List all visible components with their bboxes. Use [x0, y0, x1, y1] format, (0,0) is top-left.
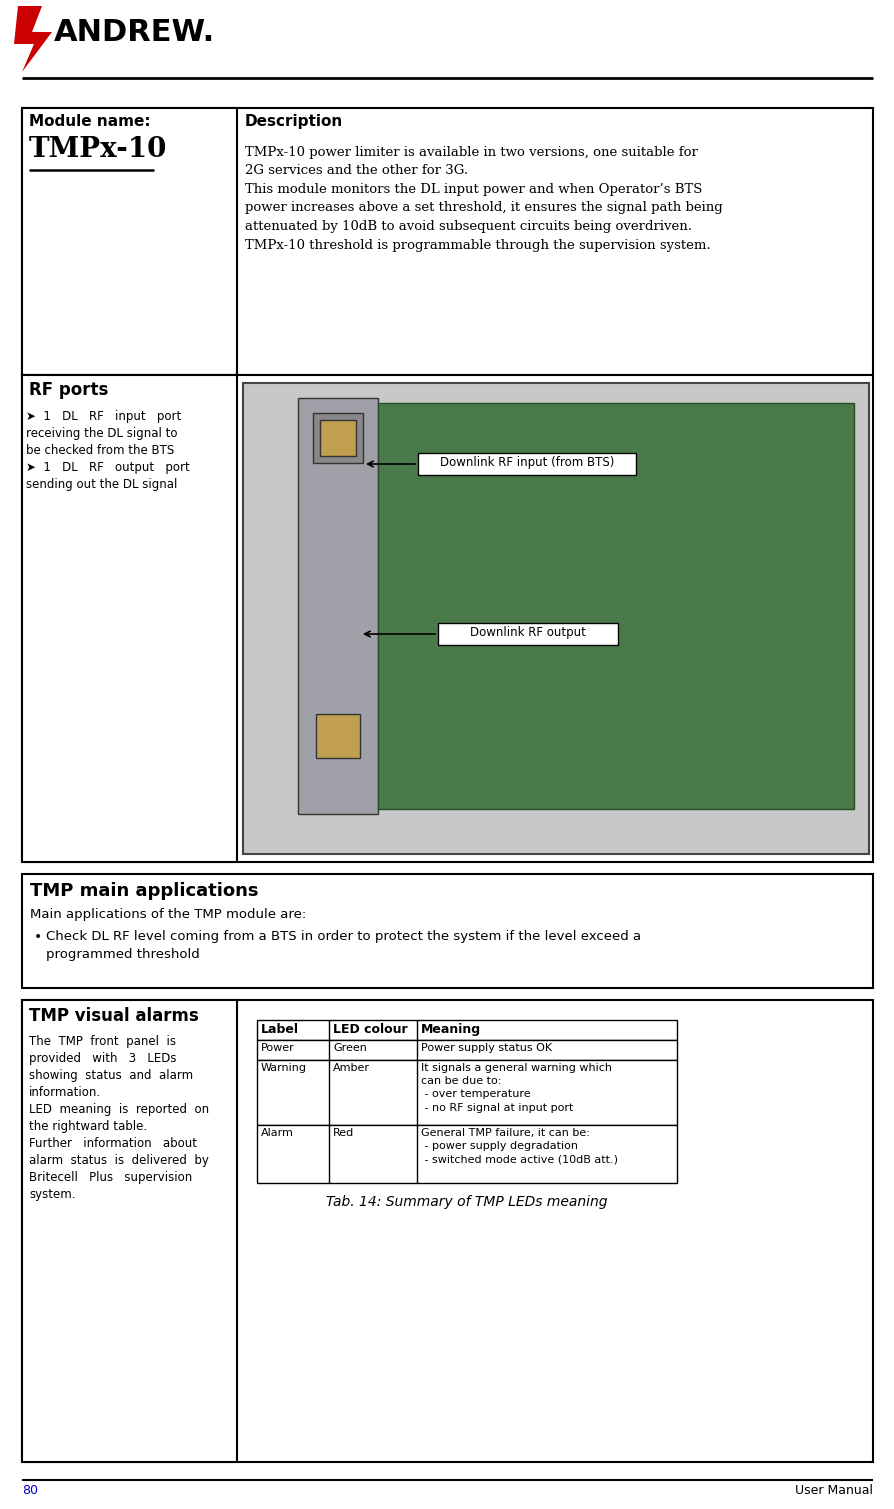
- Text: Britecell   Plus   supervision: Britecell Plus supervision: [29, 1171, 192, 1185]
- Bar: [22, 1000, 237, 1462]
- Bar: [437, 623, 618, 644]
- Text: General TMP failure, it can be:
 - power supply degradation
 - switched mode act: General TMP failure, it can be: - power …: [420, 1129, 618, 1165]
- Text: Description: Description: [245, 115, 343, 128]
- Text: LED colour: LED colour: [333, 1023, 407, 1037]
- Text: TMPx-10 power limiter is available in two versions, one suitable for
2G services: TMPx-10 power limiter is available in tw…: [245, 146, 722, 252]
- Text: Amber: Amber: [333, 1062, 369, 1073]
- Text: Further   information   about: Further information about: [29, 1136, 197, 1150]
- Text: TMP visual alarms: TMP visual alarms: [29, 1007, 198, 1025]
- Text: Green: Green: [333, 1043, 367, 1053]
- Text: sending out the DL signal: sending out the DL signal: [26, 478, 177, 490]
- Text: LED  meaning  is  reported  on: LED meaning is reported on: [29, 1103, 209, 1117]
- Text: RF ports: RF ports: [29, 380, 108, 398]
- Bar: [22, 376, 872, 862]
- Text: •: •: [34, 930, 42, 945]
- Text: Downlink RF output: Downlink RF output: [469, 626, 586, 638]
- Text: It signals a general warning which
can be due to:
 - over temperature
 - no RF s: It signals a general warning which can b…: [420, 1062, 611, 1112]
- Text: 80: 80: [22, 1483, 38, 1497]
- Bar: [298, 398, 377, 813]
- Text: be checked from the BTS: be checked from the BTS: [26, 444, 174, 457]
- Text: TMP main applications: TMP main applications: [30, 881, 258, 899]
- Bar: [22, 109, 872, 376]
- Bar: [22, 1000, 872, 1462]
- Bar: [257, 1020, 676, 1040]
- Text: TMPx-10: TMPx-10: [29, 136, 167, 163]
- Bar: [313, 413, 363, 463]
- Text: system.: system.: [29, 1188, 75, 1201]
- Text: Warning: Warning: [261, 1062, 307, 1073]
- Text: The  TMP  front  panel  is: The TMP front panel is: [29, 1035, 176, 1047]
- Bar: [320, 420, 356, 456]
- Bar: [22, 376, 237, 862]
- Bar: [22, 109, 237, 376]
- Text: Power supply status OK: Power supply status OK: [420, 1043, 552, 1053]
- Text: ➤  1   DL   RF   input   port: ➤ 1 DL RF input port: [26, 410, 181, 423]
- Text: Check DL RF level coming from a BTS in order to protect the system if the level : Check DL RF level coming from a BTS in o…: [46, 930, 640, 961]
- Bar: [377, 403, 853, 809]
- Text: Module name:: Module name:: [29, 115, 150, 128]
- Text: Tab. 14: Summary of TMP LEDs meaning: Tab. 14: Summary of TMP LEDs meaning: [326, 1195, 607, 1209]
- Bar: [316, 714, 359, 758]
- Bar: [22, 874, 872, 988]
- Text: alarm  status  is  delivered  by: alarm status is delivered by: [29, 1154, 208, 1166]
- Text: ANDREW.: ANDREW.: [54, 18, 215, 47]
- Text: Meaning: Meaning: [420, 1023, 481, 1037]
- Text: Label: Label: [261, 1023, 299, 1037]
- Text: Alarm: Alarm: [261, 1129, 293, 1138]
- Text: ➤  1   DL   RF   output   port: ➤ 1 DL RF output port: [26, 462, 190, 474]
- Text: User Manual: User Manual: [794, 1483, 872, 1497]
- Bar: [243, 383, 868, 854]
- Text: receiving the DL signal to: receiving the DL signal to: [26, 427, 177, 441]
- Text: provided   with   3   LEDs: provided with 3 LEDs: [29, 1052, 176, 1065]
- Polygon shape: [14, 6, 52, 72]
- Bar: [257, 1059, 676, 1126]
- Text: Power: Power: [261, 1043, 294, 1053]
- Text: showing  status  and  alarm: showing status and alarm: [29, 1068, 193, 1082]
- Text: Red: Red: [333, 1129, 354, 1138]
- Text: the rightward table.: the rightward table.: [29, 1120, 147, 1133]
- Bar: [257, 1126, 676, 1183]
- Text: information.: information.: [29, 1086, 101, 1099]
- Bar: [257, 1040, 676, 1059]
- Text: Main applications of the TMP module are:: Main applications of the TMP module are:: [30, 908, 306, 920]
- Bar: [417, 453, 636, 475]
- Text: Downlink RF input (from BTS): Downlink RF input (from BTS): [439, 456, 613, 469]
